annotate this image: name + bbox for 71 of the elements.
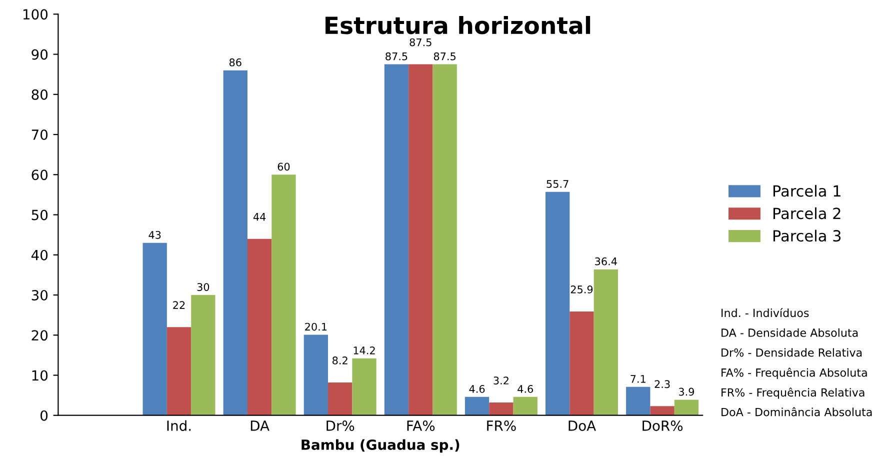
- x-tick-label: Ind.: [167, 420, 191, 431]
- bar: [352, 358, 376, 416]
- bar: [384, 64, 409, 416]
- data-label: 25.9: [570, 286, 593, 294]
- bar: [570, 311, 594, 416]
- bar: [674, 400, 699, 416]
- data-label: 20.1: [305, 322, 327, 331]
- bar: [272, 174, 296, 416]
- data-label: 60: [278, 162, 290, 171]
- bar: [489, 402, 514, 416]
- y-tick-label: 50: [32, 210, 48, 220]
- data-label: 3.9: [678, 388, 694, 396]
- data-label: 44: [253, 213, 266, 221]
- data-label: 43: [148, 230, 161, 239]
- data-label: 4.6: [518, 385, 533, 393]
- text: DoA - Dominância Absoluta: [722, 407, 872, 416]
- bar: [626, 386, 650, 416]
- data-label: 55.7: [546, 180, 568, 188]
- data-label: 87.5: [386, 52, 408, 60]
- x-tick-label: DA: [250, 420, 270, 431]
- data-label: 36.4: [595, 257, 617, 266]
- x-axis-title: Bambu (Guadua sp.): [302, 439, 460, 453]
- text: DA - Densidade Absoluta: [722, 328, 858, 337]
- chart-title: Estrutura horizontal: [326, 16, 590, 34]
- data-label: 2.3: [654, 380, 670, 388]
- legend-label: Parcela 2: [773, 207, 840, 220]
- data-label: 14.2: [354, 346, 375, 354]
- text: Dr% - Densidade Relativa: [722, 348, 862, 357]
- y-tick-label: 70: [32, 129, 48, 140]
- text: FA% - Frequência Absoluta: [722, 368, 867, 379]
- x-tick-label: FR%: [487, 420, 516, 431]
- data-label: 7.1: [630, 375, 646, 383]
- bar: [432, 64, 457, 416]
- y-tick-label: 100: [23, 9, 48, 20]
- y-tick-label: 90: [32, 49, 48, 60]
- bar: [464, 396, 490, 416]
- x-tick-label: DoR%: [642, 420, 683, 431]
- bar: [247, 238, 272, 416]
- text: Ind. - Indivíduos: [722, 308, 809, 318]
- data-label: 3.2: [494, 376, 508, 384]
- x-tick-label: DoA: [568, 420, 596, 431]
- data-label: 87.5: [410, 38, 432, 46]
- y-tick-label: 0: [40, 410, 48, 421]
- data-label: 22: [173, 301, 185, 309]
- data-label: 86: [229, 58, 242, 66]
- data-label: 4.6: [469, 385, 485, 393]
- y-tick-label: 60: [32, 170, 48, 180]
- data-label: 30: [197, 283, 210, 291]
- y-tick-label: 20: [32, 330, 48, 341]
- y-tick-label: 40: [31, 250, 48, 260]
- bar: [328, 382, 352, 416]
- bar: [223, 70, 248, 416]
- text: FR% - Frequência Relativa: [722, 388, 864, 399]
- legend-label: Parcela 3: [773, 230, 841, 242]
- x-tick-label: Dr%: [326, 420, 354, 431]
- bar: [166, 327, 192, 416]
- y-tick-label: 30: [32, 290, 48, 300]
- bar: [594, 269, 618, 416]
- bar: [650, 406, 674, 416]
- data-label: 8.2: [332, 356, 348, 364]
- y-tick-label: 10: [32, 370, 48, 381]
- bar: [304, 334, 328, 416]
- bar: [142, 242, 167, 416]
- bar: [513, 396, 538, 416]
- x-tick-label: FA%: [407, 420, 435, 431]
- bar: [191, 295, 216, 416]
- bar: [546, 192, 570, 416]
- bar: [408, 64, 433, 416]
- data-label: 87.5: [434, 52, 456, 60]
- legend-label: Parcela 1: [773, 184, 840, 197]
- y-tick-label: 80: [32, 89, 48, 100]
